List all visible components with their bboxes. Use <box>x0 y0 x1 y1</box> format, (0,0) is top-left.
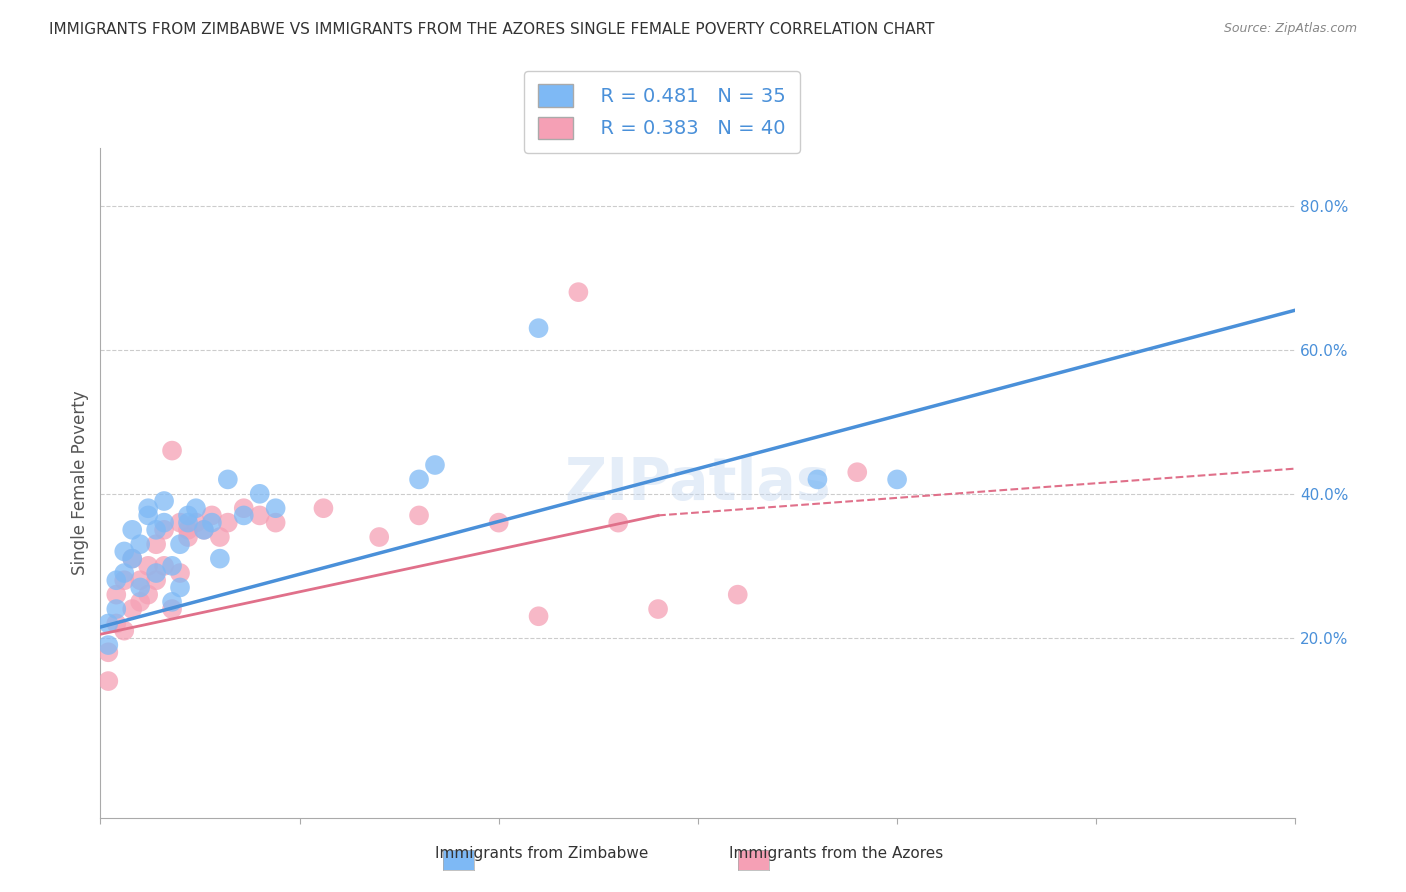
Point <box>184 501 207 516</box>
Point <box>264 516 287 530</box>
Point <box>153 494 176 508</box>
Point <box>567 285 589 300</box>
Point <box>105 573 128 587</box>
Point <box>846 465 869 479</box>
Point <box>368 530 391 544</box>
Point <box>121 523 143 537</box>
Point <box>232 501 254 516</box>
Point <box>169 581 191 595</box>
Point <box>121 551 143 566</box>
Point <box>177 508 200 523</box>
Point <box>97 674 120 689</box>
Point <box>647 602 669 616</box>
Point <box>217 472 239 486</box>
Point <box>169 566 191 580</box>
Point <box>184 516 207 530</box>
Point <box>177 530 200 544</box>
Point <box>136 508 159 523</box>
Point <box>249 487 271 501</box>
Point <box>112 624 135 638</box>
Point <box>153 523 176 537</box>
Point <box>607 516 630 530</box>
Point <box>97 616 120 631</box>
Point <box>160 443 183 458</box>
Point <box>136 588 159 602</box>
Point <box>217 516 239 530</box>
Point <box>160 558 183 573</box>
Point <box>208 551 231 566</box>
Point <box>527 609 550 624</box>
Point <box>121 602 143 616</box>
Point <box>264 501 287 516</box>
Y-axis label: Single Female Poverty: Single Female Poverty <box>72 391 89 575</box>
Point <box>112 573 135 587</box>
Point <box>129 595 152 609</box>
Point <box>97 638 120 652</box>
Point <box>145 566 167 580</box>
Point <box>527 321 550 335</box>
Point <box>160 595 183 609</box>
Point <box>488 516 510 530</box>
Point <box>145 523 167 537</box>
Point <box>177 523 200 537</box>
Point <box>129 573 152 587</box>
Point <box>193 523 215 537</box>
Point <box>160 602 183 616</box>
Point <box>129 581 152 595</box>
Text: Immigrants from Zimbabwe: Immigrants from Zimbabwe <box>434 847 648 861</box>
Point <box>105 602 128 616</box>
Point <box>201 508 224 523</box>
Point <box>129 537 152 551</box>
Text: Source: ZipAtlas.com: Source: ZipAtlas.com <box>1223 22 1357 36</box>
Point <box>105 588 128 602</box>
Point <box>177 516 200 530</box>
Point <box>145 573 167 587</box>
Point <box>232 508 254 523</box>
Point <box>136 501 159 516</box>
Point <box>312 501 335 516</box>
Point <box>169 537 191 551</box>
Point <box>136 558 159 573</box>
Point <box>121 551 143 566</box>
Point <box>806 472 828 486</box>
Text: Immigrants from the Azores: Immigrants from the Azores <box>730 847 943 861</box>
Point <box>145 537 167 551</box>
Point <box>408 472 430 486</box>
Point <box>112 566 135 580</box>
Text: ZIPatlas: ZIPatlas <box>565 455 831 511</box>
Point <box>112 544 135 558</box>
Point <box>423 458 446 472</box>
Point <box>169 516 191 530</box>
Point <box>208 530 231 544</box>
Point <box>886 472 908 486</box>
Point <box>97 645 120 659</box>
Point <box>408 508 430 523</box>
Legend:   R = 0.481   N = 35,   R = 0.383   N = 40: R = 0.481 N = 35, R = 0.383 N = 40 <box>524 70 800 153</box>
Text: IMMIGRANTS FROM ZIMBABWE VS IMMIGRANTS FROM THE AZORES SINGLE FEMALE POVERTY COR: IMMIGRANTS FROM ZIMBABWE VS IMMIGRANTS F… <box>49 22 935 37</box>
Point <box>153 558 176 573</box>
Point <box>105 616 128 631</box>
Point <box>153 516 176 530</box>
Point <box>727 588 749 602</box>
Point <box>193 523 215 537</box>
Point <box>201 516 224 530</box>
Point <box>249 508 271 523</box>
